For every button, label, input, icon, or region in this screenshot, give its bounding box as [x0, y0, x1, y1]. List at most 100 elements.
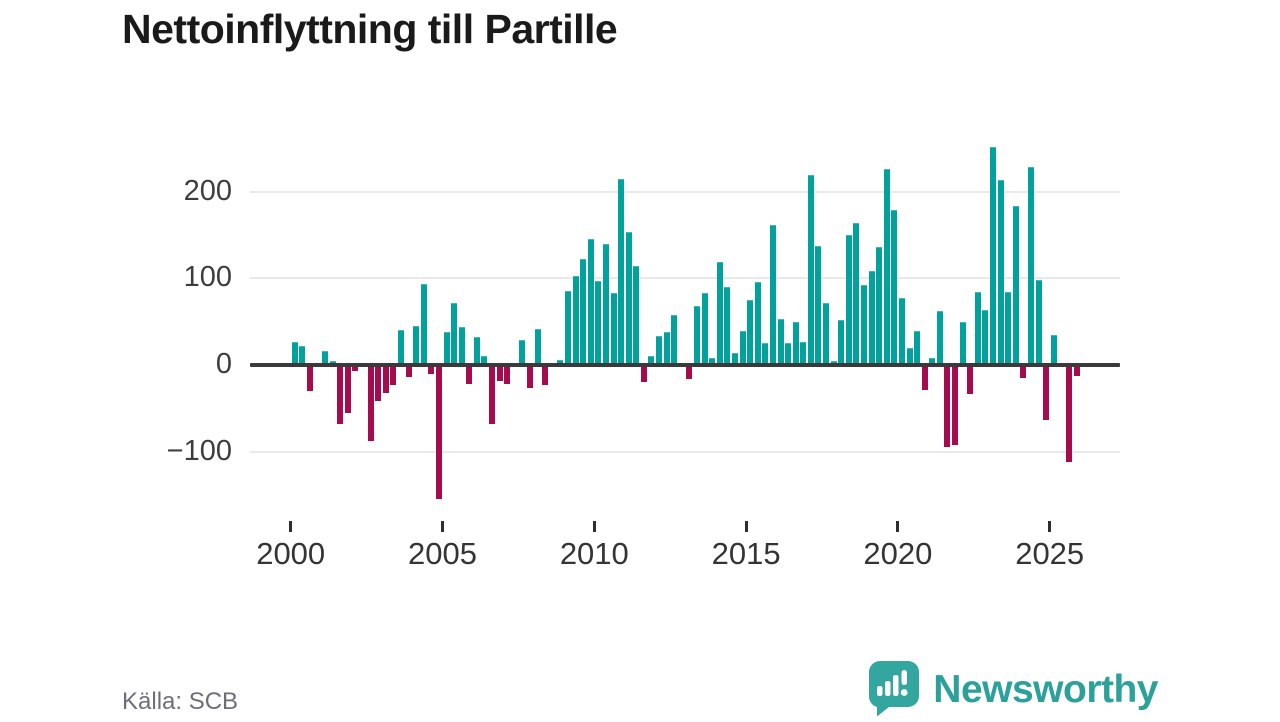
- bar-2013-Q3: [701, 293, 708, 366]
- bar-2021-Q3: [944, 365, 951, 447]
- bar-2013-Q2: [694, 306, 700, 366]
- bar-2019-Q1: [868, 270, 875, 366]
- bar-2024-Q1: [1020, 365, 1027, 378]
- bar-2008-Q4: [557, 359, 564, 366]
- gridline-200: [250, 190, 1120, 193]
- bar-2005-Q1: [443, 332, 450, 366]
- y-axis-tick-label: 100: [183, 261, 232, 294]
- bar-2012-Q3: [671, 314, 678, 366]
- bar-2017-Q3: [823, 303, 829, 366]
- bar-2009-Q4: [587, 239, 594, 366]
- bar-2001-Q3: [337, 365, 344, 424]
- bar-2006-Q1: [473, 337, 480, 366]
- bar-2018-Q2: [845, 234, 852, 366]
- bar-2008-Q1: [534, 328, 541, 366]
- bar-2012-Q1: [656, 335, 662, 366]
- bar-2019-Q4: [891, 209, 898, 366]
- bar-2002-Q4: [375, 365, 382, 402]
- bar-2007-Q3: [519, 339, 526, 366]
- bar-2019-Q3: [883, 169, 890, 366]
- bar-2001-Q1: [322, 351, 329, 366]
- bar-2009-Q1: [564, 291, 571, 366]
- bar-2009-Q2: [572, 275, 579, 366]
- bar-2022-Q3: [974, 292, 981, 366]
- bar-2003-Q1: [382, 365, 389, 393]
- bar-2019-Q2: [876, 247, 883, 366]
- bar-2023-Q1: [990, 147, 996, 366]
- bar-2014-Q2: [724, 287, 731, 366]
- bar-2024-Q4: [1043, 365, 1050, 420]
- bar-2024-Q2: [1027, 167, 1034, 366]
- bar-2005-Q3: [458, 326, 465, 366]
- bar-2010-Q3: [610, 293, 617, 366]
- x-axis-tick-2020: [896, 521, 900, 532]
- bar-2004-Q1: [413, 326, 420, 366]
- bar-2002-Q1: [352, 365, 359, 372]
- bar-2006-Q2: [481, 355, 488, 366]
- bar-2020-Q2: [906, 347, 913, 366]
- bar-2000-Q3: [306, 365, 313, 391]
- bar-2015-Q2: [754, 281, 761, 366]
- bar-2003-Q2: [390, 365, 397, 385]
- y-axis-tick-label: −100: [166, 434, 232, 467]
- y-axis-tick-label: 0: [215, 348, 232, 380]
- bar-2003-Q3: [398, 329, 404, 366]
- x-axis-tick-label: 2020: [863, 536, 933, 571]
- bar-2002-Q3: [367, 365, 374, 442]
- bar-2023-Q3: [1005, 292, 1012, 366]
- bar-2015-Q1: [747, 300, 754, 366]
- brand-logo: Newsworthy: [867, 660, 1158, 720]
- bar-2010-Q1: [595, 280, 602, 366]
- bar-2006-Q4: [496, 365, 503, 381]
- bar-2017-Q1: [807, 175, 814, 366]
- bar-2025-Q1: [1050, 334, 1057, 366]
- bar-2004-Q4: [435, 365, 442, 499]
- bar-2022-Q4: [982, 309, 989, 366]
- bar-2015-Q4: [769, 224, 776, 366]
- bar-2016-Q3: [792, 321, 799, 366]
- bar-2012-Q2: [663, 332, 670, 366]
- bar-2021-Q2: [936, 311, 943, 366]
- bar-2005-Q2: [451, 302, 458, 366]
- bar-2025-Q3: [1065, 365, 1072, 463]
- bar-2014-Q4: [739, 331, 746, 366]
- bar-2000-Q2: [299, 345, 306, 366]
- bar-2005-Q4: [466, 365, 473, 385]
- bar-2020-Q1: [898, 298, 905, 366]
- gridline-100: [250, 277, 1120, 280]
- bar-2003-Q4: [405, 365, 412, 378]
- bar-2015-Q3: [762, 343, 769, 366]
- bar-2006-Q3: [489, 365, 495, 424]
- bar-2004-Q2: [420, 284, 427, 366]
- bar-2020-Q3: [914, 331, 921, 366]
- x-axis-tick-label: 2010: [559, 536, 629, 571]
- bar-2021-Q4: [952, 365, 958, 445]
- bar-2018-Q4: [861, 285, 867, 366]
- bar-2020-Q4: [921, 365, 928, 391]
- bar-2008-Q2: [542, 365, 549, 385]
- x-axis-tick-label: 2015: [711, 536, 781, 571]
- x-axis-tick-2010: [592, 521, 596, 532]
- x-axis-tick-label: 2025: [1015, 536, 1085, 571]
- bar-2011-Q2: [633, 266, 640, 366]
- bar-2007-Q4: [527, 365, 533, 389]
- bar-2013-Q1: [686, 365, 693, 379]
- bar-2023-Q2: [997, 179, 1004, 366]
- bar-2011-Q1: [625, 232, 632, 366]
- bar-2017-Q2: [815, 246, 822, 366]
- bar-2025-Q4: [1073, 365, 1080, 377]
- newsworthy-logo-icon: [867, 659, 921, 722]
- bar-2022-Q1: [959, 321, 966, 366]
- gridline--100: [250, 450, 1120, 453]
- x-axis-tick-label: 2000: [256, 536, 326, 571]
- bar-2014-Q3: [731, 352, 738, 366]
- zero-baseline: [250, 363, 1120, 367]
- bar-2010-Q2: [602, 243, 609, 366]
- bar-2010-Q4: [618, 178, 625, 366]
- bar-2024-Q3: [1035, 280, 1042, 366]
- x-axis-tick-2025: [1048, 521, 1052, 532]
- bar-2000-Q1: [291, 341, 298, 366]
- y-axis-tick-label: 200: [183, 174, 232, 207]
- bar-2011-Q3: [640, 365, 647, 383]
